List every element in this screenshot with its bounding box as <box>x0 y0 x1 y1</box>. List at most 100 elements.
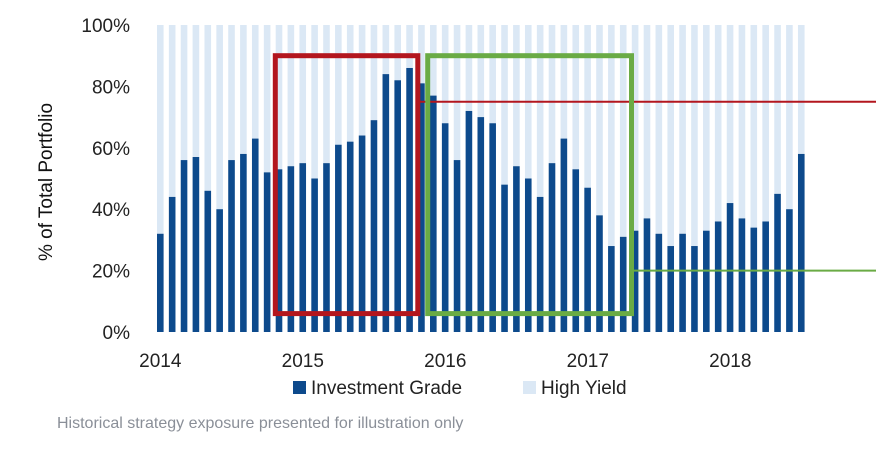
high-yield-bar <box>703 25 710 231</box>
high-yield-bar <box>382 25 390 75</box>
high-yield-bar <box>204 25 212 191</box>
investment-grade-bar <box>406 67 413 332</box>
high-yield-bar <box>430 25 437 96</box>
high-yield-bar <box>596 25 603 216</box>
investment-grade-bar <box>631 230 639 332</box>
x-tick-label: 2015 <box>282 351 324 372</box>
high-yield-bar <box>263 25 271 173</box>
investment-grade-bar <box>797 153 805 332</box>
investment-grade-bar <box>560 138 568 332</box>
green-highlight-box <box>425 53 635 317</box>
investment-grade-bar <box>596 215 603 332</box>
high-yield-bar <box>157 25 164 234</box>
y-tick-label: 0% <box>103 323 131 344</box>
high-yield-bar <box>797 25 805 154</box>
high-yield-bar <box>477 25 485 118</box>
investment-grade-bar <box>192 157 200 332</box>
investment-grade-bar <box>477 117 485 332</box>
high-yield-bar <box>216 25 223 210</box>
y-tick-label: 60% <box>92 139 130 160</box>
investment-grade-bar <box>774 193 781 332</box>
x-tick-label: 2016 <box>424 351 466 372</box>
investment-grade-bar <box>536 196 544 332</box>
investment-grade-bar <box>548 163 556 332</box>
high-yield-bar <box>168 25 176 197</box>
high-yield-bar <box>750 25 758 228</box>
high-yield-bar <box>560 25 568 139</box>
bars-group <box>157 25 805 333</box>
high-yield-bar <box>240 25 247 154</box>
investment-grade-bar <box>287 166 295 332</box>
investment-grade-bar <box>501 184 508 332</box>
red-highlight-box <box>272 53 421 317</box>
x-tick-label: 2018 <box>709 351 751 372</box>
legend-label: High Yield <box>541 378 627 399</box>
investment-grade-bar <box>311 178 318 332</box>
high-yield-bar <box>762 25 769 222</box>
high-yield-bar <box>287 25 295 167</box>
high-yield-bar <box>453 25 461 161</box>
investment-grade-bar <box>275 169 283 332</box>
y-tick-label: 20% <box>92 262 130 283</box>
investment-grade-bar <box>453 160 461 332</box>
investment-grade-bar <box>358 135 366 332</box>
investment-grade-bar <box>762 221 769 332</box>
legend-swatch <box>523 381 536 394</box>
investment-grade-bar <box>418 83 425 332</box>
high-yield-bar <box>679 25 686 234</box>
high-yield-bar <box>335 25 342 145</box>
investment-grade-bar <box>513 166 520 332</box>
investment-grade-bar <box>643 218 651 332</box>
investment-grade-bar <box>714 221 722 332</box>
investment-grade-bar <box>726 203 734 332</box>
x-tick-label: 2017 <box>567 351 609 372</box>
investment-grade-bar <box>180 160 188 332</box>
investment-grade-bar <box>251 138 259 332</box>
high-yield-bar <box>691 25 698 247</box>
high-yield-bar <box>299 25 307 164</box>
investment-grade-bar <box>679 233 686 332</box>
high-yield-bar <box>311 25 318 179</box>
investment-grade-bar <box>703 230 710 332</box>
legend-swatch <box>293 381 306 394</box>
high-yield-bar <box>501 25 508 185</box>
high-yield-bar <box>275 25 283 170</box>
high-yield-bar <box>406 25 413 68</box>
high-yield-bar <box>738 25 746 219</box>
x-tick-label: 2014 <box>139 351 182 372</box>
footnote: Historical strategy exposure presented f… <box>57 415 464 432</box>
investment-grade-bar <box>655 233 663 332</box>
investment-grade-bar <box>430 95 437 332</box>
investment-grade-bar <box>441 123 449 333</box>
investment-grade-bar <box>335 144 342 332</box>
investment-grade-bar <box>608 246 615 332</box>
investment-grade-bar <box>394 80 401 332</box>
high-yield-bar <box>726 25 734 204</box>
investment-grade-bar <box>584 187 591 332</box>
high-yield-bar <box>441 25 449 124</box>
investment-grade-bar <box>323 163 330 332</box>
high-yield-bar <box>251 25 259 139</box>
high-yield-bar <box>418 25 425 84</box>
y-axis-label: % of Total Portfolio <box>36 103 57 261</box>
annotations-group <box>272 53 876 317</box>
investment-grade-bar <box>157 233 164 332</box>
y-axis-ticks: 0% 20% 40% 60% 80% 100% <box>81 16 130 344</box>
investment-grade-bar <box>750 227 758 332</box>
high-yield-bar <box>584 25 591 188</box>
legend: Investment Grade High Yield <box>293 378 627 399</box>
investment-grade-bar <box>228 160 235 332</box>
high-yield-bar <box>631 25 639 231</box>
investment-grade-bar <box>738 218 746 332</box>
investment-grade-bar <box>204 190 212 332</box>
high-yield-bar <box>714 25 722 222</box>
investment-grade-bar <box>299 163 307 332</box>
high-yield-bar <box>667 25 675 247</box>
high-yield-bar <box>358 25 366 136</box>
high-yield-bar <box>548 25 556 164</box>
investment-grade-bar <box>216 209 223 332</box>
high-yield-bar <box>228 25 235 161</box>
investment-grade-bar <box>240 153 247 332</box>
high-yield-bar <box>619 25 627 237</box>
investment-grade-bar <box>489 123 496 333</box>
